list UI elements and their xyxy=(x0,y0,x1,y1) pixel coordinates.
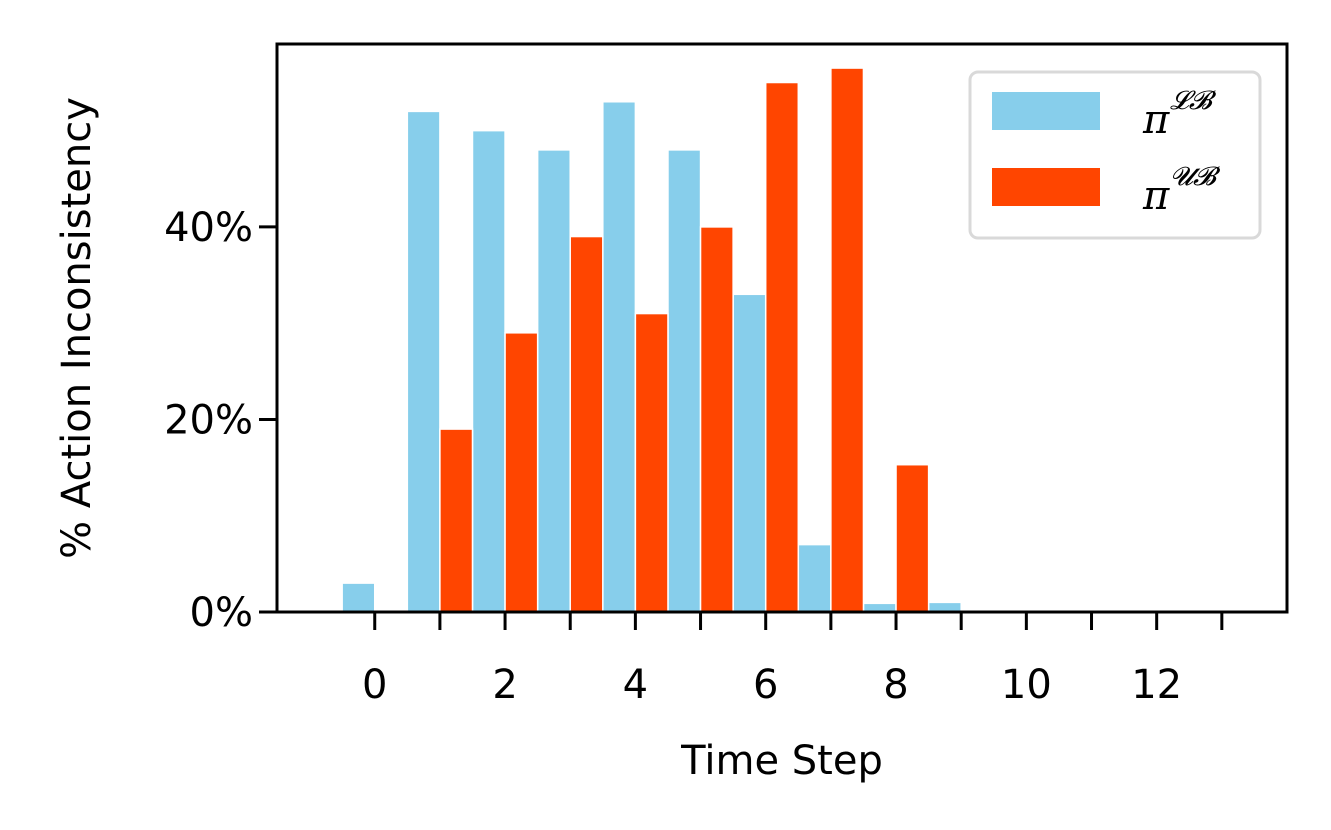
legend-swatch-0 xyxy=(992,92,1100,130)
bar-series-0-x-1 xyxy=(406,110,441,613)
y-tick-label: 0% xyxy=(190,590,253,636)
bar-series-1-x-2 xyxy=(504,332,539,613)
legend: π 𝓛𝓑π 𝓤𝓑 xyxy=(968,70,1262,240)
y-tick-label: 40% xyxy=(164,205,253,251)
bar-series-0-x-4 xyxy=(602,101,637,613)
legend-label-sup-0: 𝓛𝓑 xyxy=(1170,86,1217,116)
bars-layer xyxy=(341,67,962,613)
legend-label-1: π xyxy=(1142,173,1170,219)
bar-series-0-x-3 xyxy=(536,149,571,613)
bar-series-1-x-5 xyxy=(699,226,734,613)
y-axis: 0% 20% 40% xyxy=(164,205,277,636)
legend-label-sup-1: 𝓤𝓑 xyxy=(1170,162,1221,192)
x-tick-label: 10 xyxy=(1001,662,1052,708)
x-tick-label: 2 xyxy=(492,662,517,708)
bar-series-0-x-5 xyxy=(667,149,702,613)
x-tick-label: 6 xyxy=(753,662,778,708)
x-tick-label: 4 xyxy=(623,662,648,708)
x-axis-label: Time Step xyxy=(680,738,883,784)
bar-series-0-x-2 xyxy=(471,129,506,613)
bar-series-1-x-8 xyxy=(895,463,930,613)
x-tick-label: 0 xyxy=(362,662,387,708)
legend-swatch-1 xyxy=(992,168,1100,206)
bar-series-0-x-7 xyxy=(797,543,832,613)
x-tick-label: 12 xyxy=(1131,662,1182,708)
x-axis: 0 2 4 6 8 10 12 xyxy=(362,612,1224,708)
bar-series-0-x-6 xyxy=(732,293,767,613)
bar-series-1-x-3 xyxy=(569,235,604,613)
bar-series-1-x-4 xyxy=(634,312,669,613)
x-tick-label: 8 xyxy=(883,662,908,708)
bar-series-1-x-1 xyxy=(439,428,474,613)
bar-series-1-x-7 xyxy=(830,67,865,613)
plot-frame xyxy=(275,42,1289,614)
y-tick-label: 20% xyxy=(164,397,253,443)
y-axis-label: % Action Inconsistency xyxy=(54,97,100,559)
legend-label-0: π xyxy=(1142,97,1170,143)
bar-series-0-x-0 xyxy=(341,582,376,613)
bar-series-1-x-6 xyxy=(764,81,800,613)
